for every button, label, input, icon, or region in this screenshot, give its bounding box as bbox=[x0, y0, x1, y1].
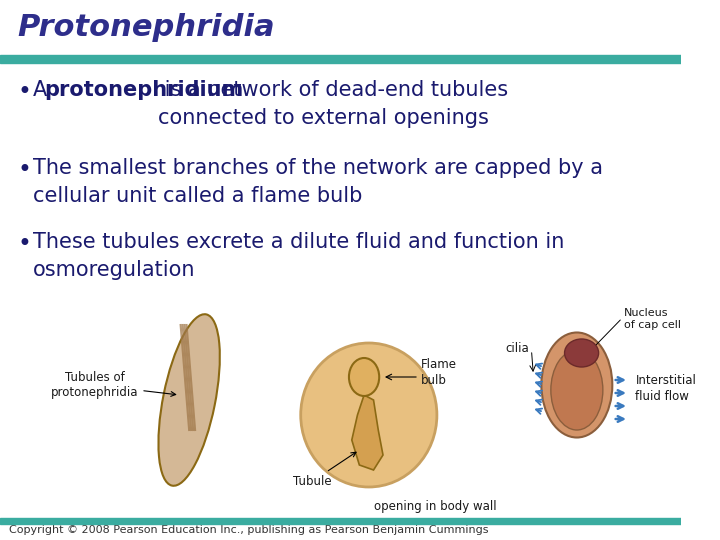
Text: is a network of dead-end tubules
connected to external openings: is a network of dead-end tubules connect… bbox=[158, 80, 508, 128]
Text: protonephridium: protonephridium bbox=[45, 80, 243, 100]
Bar bbox=[0, 55, 681, 63]
Text: Flame
bulb: Flame bulb bbox=[420, 359, 456, 388]
Text: Interstitial
fluid flow: Interstitial fluid flow bbox=[636, 374, 696, 402]
Ellipse shape bbox=[349, 358, 379, 396]
Ellipse shape bbox=[564, 339, 598, 367]
Text: Protonephridia: Protonephridia bbox=[17, 14, 274, 43]
Circle shape bbox=[301, 343, 437, 487]
Text: These tubules excrete a dilute fluid and function in
osmoregulation: These tubules excrete a dilute fluid and… bbox=[33, 232, 564, 280]
Polygon shape bbox=[352, 395, 383, 470]
Text: Nucleus
of cap cell: Nucleus of cap cell bbox=[624, 308, 681, 330]
Text: cilia: cilia bbox=[506, 341, 530, 354]
Text: Tubules of
protonephridia: Tubules of protonephridia bbox=[51, 371, 176, 399]
Text: •: • bbox=[17, 232, 31, 256]
Ellipse shape bbox=[551, 350, 603, 430]
Text: opening in body wall: opening in body wall bbox=[374, 500, 496, 513]
Text: The smallest branches of the network are capped by a
cellular unit called a flam: The smallest branches of the network are… bbox=[33, 158, 603, 206]
Bar bbox=[0, 518, 681, 524]
Text: Copyright © 2008 Pearson Education Inc., publishing as Pearson Benjamin Cummings: Copyright © 2008 Pearson Education Inc.,… bbox=[9, 525, 489, 535]
Text: A: A bbox=[33, 80, 54, 100]
Text: •: • bbox=[17, 80, 31, 104]
Ellipse shape bbox=[541, 333, 612, 437]
Text: Tubule: Tubule bbox=[293, 452, 356, 488]
Ellipse shape bbox=[158, 314, 220, 486]
Text: •: • bbox=[17, 158, 31, 182]
